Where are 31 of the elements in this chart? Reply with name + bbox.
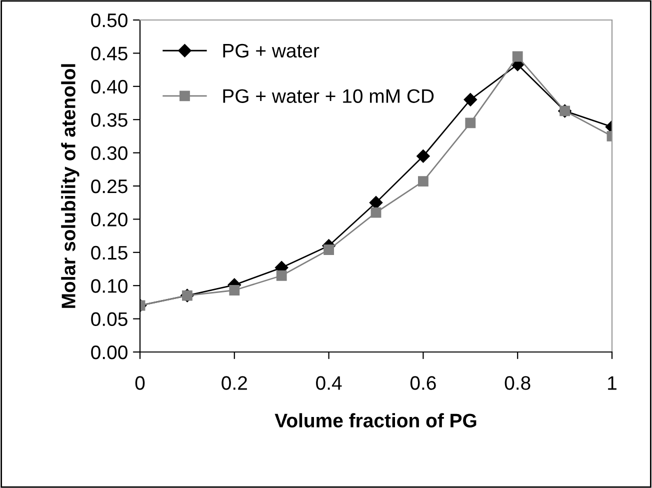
y-tick-label: 0.40: [91, 80, 128, 94]
point: [418, 176, 428, 187]
y-tick-label: 0.05: [91, 312, 128, 326]
legend-label: PG + water + 10 mM CD: [223, 89, 434, 103]
point: [276, 270, 287, 281]
x-tick-label: 0.6: [410, 376, 436, 390]
x-tick-label: 1: [608, 376, 616, 390]
point: [464, 93, 477, 106]
x-tick-label: 0: [135, 376, 145, 390]
point: [324, 244, 334, 255]
x-tick-label: 0.4: [316, 376, 342, 390]
point: [229, 285, 240, 296]
point: [465, 118, 476, 128]
y-tick-label: 0.45: [91, 46, 128, 60]
x-tick-label: 0.2: [222, 376, 247, 390]
y-tick-label: 0.50: [91, 13, 128, 28]
y-tick-label: 0.20: [91, 212, 128, 226]
y-tick-label: 0.15: [91, 246, 128, 260]
x-tick-label: 0.8: [504, 376, 530, 390]
y-tick-label: 0.30: [91, 146, 128, 160]
y-tick-label: 0.00: [91, 345, 128, 360]
y-axis-title: Molar solubility of atenolol: [61, 64, 80, 308]
point: [370, 207, 382, 218]
point: [512, 51, 523, 62]
legend-label: PG + water: [223, 44, 320, 58]
point: [369, 196, 383, 210]
x-axis-title: Volume fraction of PG: [274, 413, 476, 428]
point: [416, 150, 430, 163]
y-tick-label: 0.10: [91, 279, 128, 293]
y-tick-label: 0.35: [91, 113, 128, 127]
y-tick-label: 0.25: [91, 179, 128, 194]
